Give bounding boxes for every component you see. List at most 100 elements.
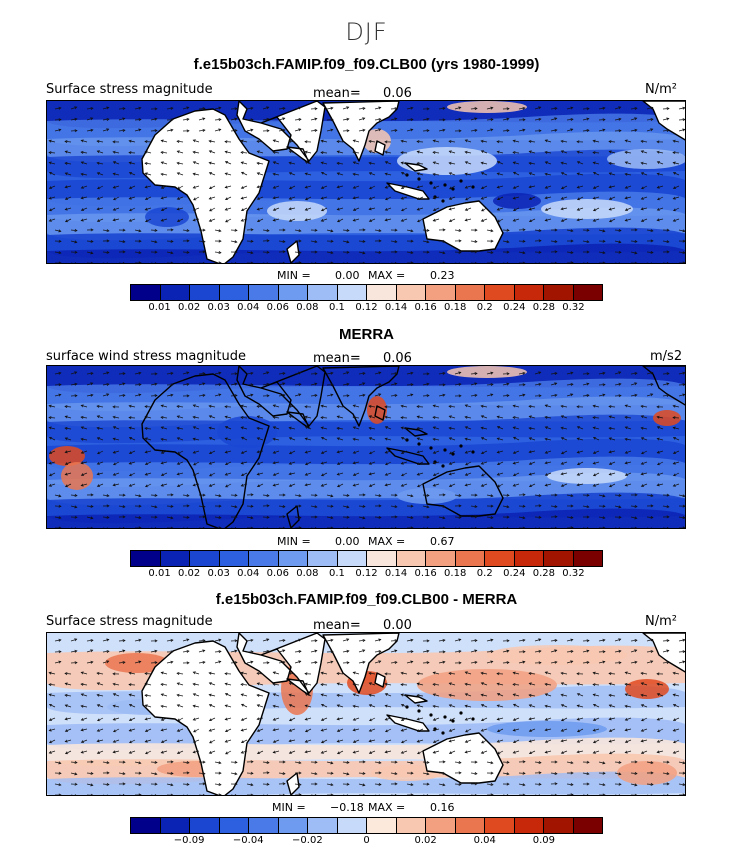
colorbar-swatch [278,551,308,566]
colorbar-tick-label: 0.06 [266,568,289,579]
panel-3-unit: N/m² [645,614,677,629]
island [443,715,447,719]
colorbar-swatch [396,551,426,566]
island [417,709,421,713]
colorbar-swatch [544,551,574,566]
island [451,452,455,456]
colorbar-swatch [190,818,220,833]
colorbar-swatch [308,551,338,566]
colorbar-tick-label: 0.09 [532,835,556,846]
panel-3-min-value: −0.18 [330,801,364,814]
colorbar-swatch [249,551,279,566]
colorbar-swatch [278,285,308,300]
colorbar-tick-label: 0.12 [355,302,378,313]
colorbar-swatch [219,285,249,300]
colorbar-swatch [219,818,249,833]
colorbar-tick-label: −0.09 [173,835,205,846]
island [429,713,433,717]
colorbar-tick-label: 0.01 [148,302,171,313]
colorbar-tick-label: 0.14 [384,302,408,313]
stress-region [397,488,457,504]
colorbar-tick-label: 0.08 [296,302,319,313]
panel-2-variable-label: surface wind stress magnitude [46,349,246,364]
panel-1-unit: N/m² [645,82,677,97]
panel-3-colorbar-ticks: −0.09 −0.04 −0.02 0 0.02 0.04 0.09 [130,835,603,849]
colorbar-tick-label: 0.16 [414,568,437,579]
colorbar-swatch [249,285,279,300]
colorbar-swatch [573,818,602,833]
island [429,446,433,450]
colorbar-swatch [396,818,426,833]
colorbar-tick-label: 0.1 [328,302,345,313]
island [443,448,447,452]
panel-1-colorbar [130,284,603,301]
colorbar-swatch [485,551,515,566]
colorbar-tick-label: −0.02 [292,835,323,846]
stress-region [145,207,189,227]
colorbar-tick-label: 0.01 [148,568,171,579]
colorbar-tick-label: −0.04 [232,835,264,846]
colorbar-swatch [573,551,602,566]
panel-1-mean-label: mean= [313,86,361,101]
panel-1-max-label: MAX = [368,269,406,282]
colorbar-swatch [485,285,515,300]
island [441,731,445,735]
panel-3-variable-label: Surface stress magnitude [46,614,213,629]
stress-vectors [48,638,685,795]
colorbar-tick-label: 0.06 [266,302,289,313]
stress-region [493,193,541,209]
colorbar-swatch [426,551,456,566]
colorbar-swatch [337,285,367,300]
colorbar-tick-label: 0.1 [328,568,345,579]
panel-3-colorbar [130,817,603,834]
colorbar-swatch [514,818,544,833]
stress-vectors [48,106,685,263]
island [471,450,475,454]
colorbar-swatch [455,551,485,566]
panel-2-mean-label: mean= [313,351,361,366]
panel-1-variable-label: Surface stress magnitude [46,82,213,97]
colorbar-tick-label: 0.02 [414,835,437,846]
colorbar-swatch [337,551,367,566]
colorbar-swatch [573,285,602,300]
colorbar-tick-label: 0.16 [414,302,437,313]
colorbar-swatch [308,818,338,833]
panel-3-min-label: MIN = [272,801,306,814]
colorbar-swatch [190,551,220,566]
colorbar-tick-label: 0.24 [503,302,526,313]
island [441,199,445,203]
colorbar-swatch [455,818,485,833]
colorbar-swatch [514,551,544,566]
colorbar-tick-label: 0.02 [177,302,201,313]
panel-2-max-value: 0.67 [430,535,455,548]
island [459,179,463,183]
panel-2-title: MERRA [339,326,394,343]
stress-region [487,645,627,665]
stress-band [47,414,685,444]
colorbar-swatch [249,818,279,833]
stress-region [49,446,85,466]
colorbar-swatch [426,285,456,300]
island [451,719,455,723]
colorbar-tick-label: 0.2 [476,568,493,579]
colorbar-swatch [160,818,190,833]
colorbar-swatch [367,818,397,833]
panel-3-mean-value: 0.00 [383,618,412,633]
colorbar-tick-label: 0.12 [355,568,378,579]
colorbar-swatch [308,285,338,300]
island [443,183,447,187]
panel-2-colorbar [130,550,603,567]
island [471,717,475,721]
colorbar-swatch [426,818,456,833]
panel-2-max-label: MAX = [368,535,406,548]
island [459,711,463,715]
colorbar-tick-label: 0.32 [562,302,585,313]
stress-vectors [48,371,685,528]
panel-2-min-value: 0.00 [335,535,360,548]
island [459,444,463,448]
colorbar-swatch [367,551,397,566]
colorbar-swatch [160,285,190,300]
panel-3-title: f.e15b03ch.FAMIP.f09_f09.CLB00 - MERRA [215,591,518,608]
panel-3-map-plot [47,633,685,795]
colorbar-tick-label: 0.28 [532,302,556,313]
